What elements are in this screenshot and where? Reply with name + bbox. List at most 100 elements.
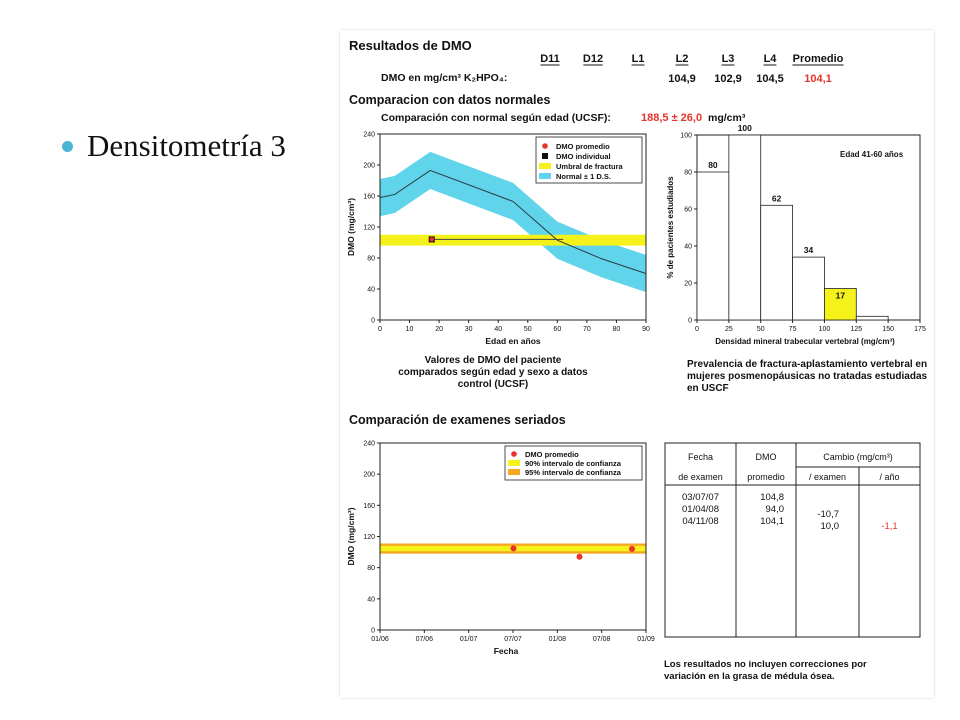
x-tick-label: 01/06	[371, 636, 389, 643]
x-axis-label: Densidad mineral trabecular vertebral (m…	[715, 337, 895, 346]
table-subheader: / año	[879, 472, 899, 482]
legend-marker-promedio	[542, 143, 548, 149]
dmo-values: 104,9 102,9 104,5 104,1	[668, 73, 832, 85]
dmo-label: DMO en mg/cm³ K₂HPO₄:	[381, 72, 507, 84]
x-tick-label: 07/07	[504, 636, 522, 643]
normal-band	[380, 151, 646, 293]
y-tick-label: 0	[371, 318, 375, 325]
legend-label: DMO individual	[556, 152, 611, 161]
table-subheader: de examen	[678, 472, 723, 482]
y-tick-label: 160	[363, 503, 375, 510]
table-subheader: / examen	[809, 472, 846, 482]
serial-chart: 01/06 07/06 01/07 07/07 01/08 07/08 01/09 0 40 80…	[346, 441, 655, 657]
x-tick-label: 90	[642, 326, 650, 333]
table-header: DMO	[756, 452, 777, 462]
ucsf-value: 188,5 ± 26,0	[641, 112, 702, 124]
cell-dmo: 94,0	[766, 504, 785, 515]
col-header: L2	[676, 53, 689, 65]
x-tick-label: 30	[465, 326, 473, 333]
bar-value-label: 34	[804, 245, 814, 255]
legend-marker-individual	[542, 153, 548, 159]
dmo-value: 104,9	[668, 73, 696, 85]
cell-fecha: 01/04/08	[682, 504, 719, 515]
y-tick-label: 200	[363, 163, 375, 170]
histogram-bar	[696, 171, 730, 321]
report-canvas: Resultados de DMO D11 D12 L1 L2 L3 L4 Promedio…	[346, 38, 928, 682]
age-chart-legend	[535, 136, 643, 184]
x-tick-label: 100	[819, 326, 831, 333]
legend-marker-ci95	[508, 469, 520, 475]
y-tick-label: 200	[363, 472, 375, 479]
legend-marker-ci90	[508, 460, 520, 466]
cell-cambio-examen: 10,0	[821, 521, 840, 532]
slide-title: Densitometría 3	[62, 128, 286, 164]
serial-table: Fecha DMO Cambio (mg/cm³) de examen promedio…	[664, 442, 921, 638]
fracture-histogram: 80 100 62 34 17 0 25 50 75 100 125 150 175 0 20 40 60 80 1…	[666, 123, 926, 346]
col-header: D11	[540, 53, 560, 65]
column-headers: D11 D12 L1 L2 L3 L4 Promedio	[540, 53, 844, 66]
cell-cambio-examen: -10,7	[817, 509, 839, 520]
histogram-bar	[855, 315, 889, 321]
bar-value-label: 62	[772, 193, 782, 203]
age-range-annotation: Edad 41-60 años	[840, 150, 904, 159]
cell-dmo: 104,8	[760, 492, 784, 503]
dmo-point	[628, 545, 635, 552]
histogram-bar	[728, 134, 762, 321]
y-axis-label: DMO (mg/cm³)	[346, 507, 356, 565]
y-axis-label: DMO (mg/cm³)	[346, 198, 356, 256]
y-axis-label: % de pacientes estudiados	[666, 176, 675, 279]
bar-value-label: 80	[708, 160, 718, 170]
cell-dmo: 104,1	[760, 516, 784, 527]
bar-value-label: 100	[738, 123, 752, 133]
footnote: Los resultados no incluyen correcciones …	[664, 659, 867, 682]
x-tick-label: 07/06	[416, 636, 434, 643]
x-tick-label: 75	[789, 326, 797, 333]
y-tick-label: 40	[684, 244, 692, 251]
col-header: L1	[632, 53, 645, 65]
cell-fecha: 04/11/08	[682, 516, 718, 527]
x-tick-label: 50	[524, 326, 532, 333]
table-frame	[664, 442, 921, 638]
normal-mean-line	[379, 169, 647, 274]
y-tick-label: 80	[367, 256, 375, 263]
dmo-value: 104,1	[804, 73, 832, 85]
x-tick-label: 175	[914, 326, 926, 333]
histogram-bar	[792, 256, 825, 321]
histogram-bar	[760, 204, 793, 321]
x-axis-label: Edad en años	[485, 336, 541, 346]
cell-cambio-ano: -1,1	[881, 521, 897, 532]
dmo-value: 102,9	[714, 73, 742, 85]
bullet-icon	[62, 140, 73, 152]
report-page: Resultados de DMO D11 D12 L1 L2 L3 L4 Promedio…	[340, 30, 934, 698]
x-tick-label: 50	[757, 326, 765, 333]
histogram-bar	[824, 288, 857, 321]
y-tick-label: 160	[363, 194, 375, 201]
legend-label: 95% intervalo de confianza	[525, 468, 622, 477]
compare-heading: Comparacion con datos normales	[349, 93, 550, 107]
x-tick-label: 01/09	[637, 636, 655, 643]
x-tick-label: 20	[435, 326, 443, 333]
serial-chart-legend	[504, 445, 643, 481]
serial-heading: Comparación de examenes seriados	[349, 413, 566, 427]
y-tick-label: 60	[684, 207, 692, 214]
y-tick-label: 80	[684, 170, 692, 177]
cell-fecha: 03/07/07	[682, 492, 719, 503]
y-tick-label: 0	[371, 628, 375, 635]
x-tick-label: 0	[695, 326, 699, 333]
ucsf-unit: mg/cm³	[708, 112, 746, 124]
y-tick-label: 120	[363, 225, 375, 232]
legend-label: Normal ± 1 D.S.	[556, 172, 611, 181]
table-header: Cambio (mg/cm³)	[823, 452, 893, 462]
table-subheader: promedio	[747, 472, 785, 482]
fracture-threshold-band	[380, 234, 646, 246]
y-tick-label: 100	[680, 133, 692, 140]
col-header: D12	[583, 53, 603, 65]
bar-value-label: 17	[836, 291, 846, 301]
ucsf-label: Comparación con normal según edad (UCSF)…	[381, 112, 611, 124]
x-tick-label: 60	[553, 326, 561, 333]
col-header: Promedio	[793, 53, 844, 65]
y-tick-label: 40	[367, 596, 375, 603]
x-tick-label: 150	[882, 326, 894, 333]
y-tick-label: 240	[363, 441, 375, 448]
legend-marker-threshold	[539, 163, 551, 169]
